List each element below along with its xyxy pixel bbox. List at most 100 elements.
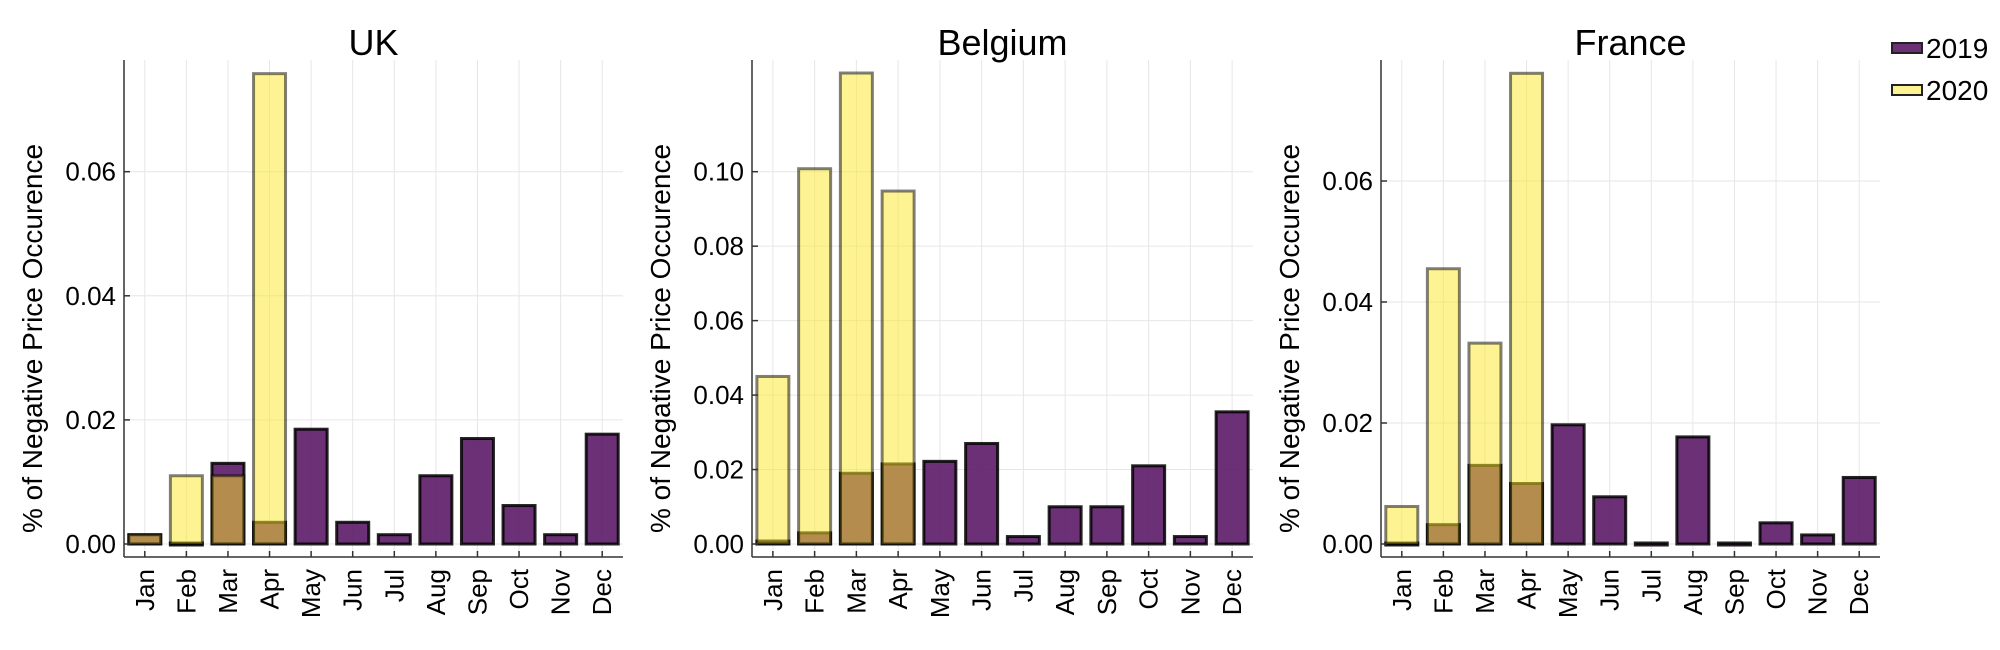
bar-2019-nov: [543, 533, 579, 546]
y-tick-label: 0.06: [1322, 166, 1373, 196]
y-axis-label: % of Negative Price Occurence: [645, 144, 676, 533]
chart-title: Belgium: [937, 22, 1067, 63]
bar-2020-jan: [1384, 504, 1420, 546]
bar-2019-nov: [1172, 535, 1208, 546]
chart-panel-1: 0.00 0.02 0.04 0.06 0.08 0.10 Jan Feb Mar Apr May J…: [645, 22, 1253, 618]
bar-2019-aug: [1047, 505, 1083, 546]
chart-panels: 0.00 0.02 0.04 0.06 Jan Feb Mar Apr May Jun Jul Aug…: [17, 22, 1880, 618]
x-tick-label-apr: Apr: [1512, 569, 1542, 610]
y-tick-label: 0.08: [693, 231, 744, 261]
bar-2020-jan: [755, 374, 791, 546]
bar-2019-aug: [1675, 435, 1711, 546]
chart-title: France: [1574, 22, 1686, 63]
bar-2019-jul: [1633, 541, 1669, 547]
legend: 2019 2020: [1891, 33, 1988, 106]
x-tick-label-may: May: [1553, 569, 1583, 618]
bar-2019-jun: [335, 520, 371, 546]
bar-2019-sep: [459, 437, 495, 546]
y-tick-label: 0.06: [65, 157, 116, 187]
bar-2020-feb: [797, 167, 833, 546]
bar-2020-feb: [1425, 267, 1461, 546]
bar-2019-aug: [418, 474, 454, 546]
x-tick-label-jan: Jan: [1387, 569, 1417, 611]
chart-panel-2: 0.00 0.02 0.04 0.06 Jan Feb Mar Apr May Jun Jul Aug…: [1274, 22, 1880, 618]
legend-swatch-2019: [1891, 42, 1923, 54]
y-tick-label: 0.00: [65, 529, 116, 559]
bar-2019-dec: [1841, 475, 1877, 546]
x-tick-label-apr: Apr: [255, 569, 285, 610]
chart-panel-0: 0.00 0.02 0.04 0.06 Jan Feb Mar Apr May Jun Jul Aug…: [17, 22, 623, 618]
x-tick-label-nov: Nov: [546, 569, 576, 615]
bar-2019-nov: [1800, 533, 1836, 546]
bar-2019-oct: [1758, 521, 1794, 546]
y-tick-label: 0.02: [693, 455, 744, 485]
y-tick-label: 0.04: [693, 380, 744, 410]
x-tick-label-sep: Sep: [462, 569, 492, 615]
x-tick-label-feb: Feb: [1428, 569, 1458, 614]
bar-2019-oct: [501, 504, 537, 546]
bar-2020-apr: [880, 189, 916, 546]
x-tick-label-jul: Jul: [379, 569, 409, 602]
legend-swatch-2020: [1891, 84, 1923, 96]
bar-2019-oct: [1131, 464, 1167, 546]
x-tick-label-jun: Jun: [1595, 569, 1625, 611]
x-tick-label-aug: Aug: [1678, 569, 1708, 615]
x-tick-label-dec: Dec: [1217, 569, 1247, 615]
x-tick-label-oct: Oct: [504, 568, 534, 609]
x-tick-label-jan: Jan: [758, 569, 788, 611]
y-tick-label: 0.06: [693, 306, 744, 336]
x-tick-label-apr: Apr: [883, 569, 913, 610]
x-tick-label-aug: Aug: [421, 569, 451, 615]
bar-2019-jun: [964, 441, 1000, 546]
x-tick-label-jun: Jun: [338, 569, 368, 611]
x-tick-label-dec: Dec: [587, 569, 617, 615]
y-tick-label: 0.00: [1322, 529, 1373, 559]
bar-2019-may: [293, 427, 329, 546]
bar-2019-sep: [1089, 505, 1125, 546]
x-tick-label-nov: Nov: [1175, 569, 1205, 615]
x-tick-label-sep: Sep: [1719, 569, 1749, 615]
x-tick-label-jul: Jul: [1636, 569, 1666, 602]
x-tick-label-mar: Mar: [841, 569, 871, 614]
legend-label-2019: 2019: [1926, 33, 1988, 64]
bar-2020-mar: [210, 474, 246, 546]
y-tick-label: 0.04: [1322, 287, 1373, 317]
bar-2019-jul: [376, 533, 412, 546]
x-tick-label-aug: Aug: [1050, 569, 1080, 615]
x-tick-label-jan: Jan: [130, 569, 160, 611]
bar-2019-may: [922, 459, 958, 546]
bar-2019-may: [1550, 423, 1586, 546]
y-tick-label: 0.10: [693, 157, 744, 187]
x-tick-label-mar: Mar: [1470, 569, 1500, 614]
bar-2019-dec: [584, 432, 620, 546]
bar-2020-mar: [1467, 341, 1503, 546]
y-tick-label: 0.02: [1322, 408, 1373, 438]
x-tick-label-oct: Oct: [1761, 568, 1791, 609]
x-tick-label-jun: Jun: [967, 569, 997, 611]
bar-2020-feb: [168, 474, 204, 546]
y-tick-label: 0.02: [65, 405, 116, 435]
x-tick-label-oct: Oct: [1134, 568, 1164, 609]
x-tick-label-jul: Jul: [1008, 569, 1038, 602]
y-axis-label: % of Negative Price Occurence: [1274, 144, 1305, 533]
x-tick-label-dec: Dec: [1844, 569, 1874, 615]
bar-2019-dec: [1214, 410, 1250, 546]
chart-title: UK: [348, 22, 398, 63]
x-tick-label-feb: Feb: [171, 569, 201, 614]
x-tick-label-may: May: [296, 569, 326, 618]
y-tick-label: 0.04: [65, 281, 116, 311]
y-tick-label: 0.00: [693, 529, 744, 559]
legend-label-2020: 2020: [1926, 75, 1988, 106]
x-tick-label-sep: Sep: [1092, 569, 1122, 615]
bar-2020-jan: [127, 533, 163, 546]
x-tick-label-mar: Mar: [213, 569, 243, 614]
x-tick-label-nov: Nov: [1803, 569, 1833, 615]
bar-2019-jun: [1592, 495, 1628, 546]
bar-2020-apr: [252, 72, 288, 546]
bar-2020-apr: [1509, 71, 1545, 546]
bar-2020-mar: [838, 71, 874, 546]
bar-2019-jul: [1005, 535, 1041, 546]
y-axis-label: % of Negative Price Occurence: [17, 144, 48, 533]
bar-2019-sep: [1716, 541, 1752, 547]
